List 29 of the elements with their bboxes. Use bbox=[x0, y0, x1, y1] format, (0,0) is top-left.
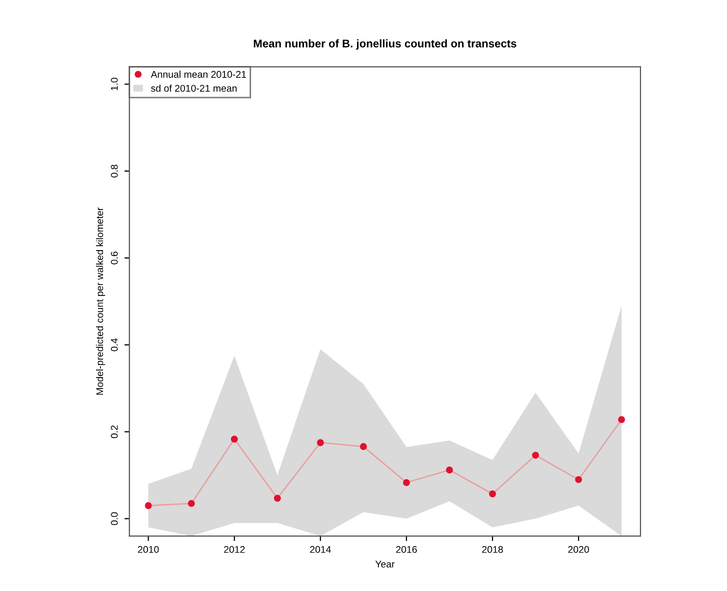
point bbox=[489, 490, 496, 498]
y-tick-label: 1.0 bbox=[110, 78, 118, 90]
point bbox=[144, 502, 152, 510]
x-tick-label: 2020 bbox=[568, 546, 589, 553]
point bbox=[360, 443, 367, 450]
legend-label: sd of 2010-21 mean bbox=[151, 84, 237, 92]
x-tick-label: 2018 bbox=[482, 546, 503, 553]
point bbox=[446, 466, 453, 474]
y-tick-label: 0.2 bbox=[110, 425, 118, 438]
x-axis-title: Year bbox=[375, 560, 395, 568]
y-tick-label: 0.6 bbox=[110, 252, 118, 264]
point bbox=[618, 416, 626, 424]
y-axis-title: Model-predicted count per walked kilometer bbox=[96, 208, 106, 395]
point bbox=[402, 479, 410, 486]
point bbox=[188, 500, 195, 507]
point bbox=[230, 436, 238, 443]
point bbox=[532, 452, 539, 459]
chart-title: Mean number of B. jonellius counted on transects bbox=[254, 39, 516, 50]
y-tick-label: 0.4 bbox=[110, 338, 118, 352]
y-tick-label: 0.8 bbox=[110, 164, 118, 178]
legend-label: Annual mean 2010-21 bbox=[150, 70, 246, 78]
point bbox=[575, 476, 582, 484]
point bbox=[316, 439, 324, 446]
point bbox=[274, 494, 281, 502]
x-tick-label: 2014 bbox=[310, 546, 331, 553]
x-tick-label: 2010 bbox=[138, 546, 159, 553]
x-tick-label: 2012 bbox=[224, 546, 245, 553]
y-tick-label: 0.0 bbox=[110, 512, 118, 526]
x-tick-label: 2016 bbox=[396, 546, 417, 553]
